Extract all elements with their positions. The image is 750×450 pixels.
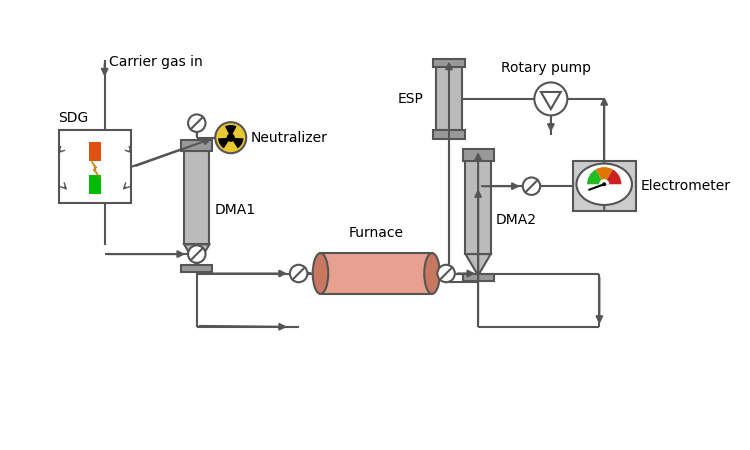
Wedge shape — [232, 138, 244, 148]
Bar — [89, 175, 101, 194]
Bar — [433, 58, 464, 68]
Circle shape — [290, 265, 308, 282]
Text: Furnace: Furnace — [349, 225, 404, 239]
Bar — [89, 142, 101, 161]
Polygon shape — [90, 159, 100, 177]
Text: DMA2: DMA2 — [496, 213, 536, 227]
Text: DMA1: DMA1 — [214, 203, 256, 217]
Circle shape — [523, 177, 540, 195]
Bar — [573, 161, 636, 212]
Bar — [182, 140, 212, 151]
Wedge shape — [596, 167, 613, 184]
Ellipse shape — [313, 253, 328, 294]
Circle shape — [534, 82, 567, 115]
Circle shape — [188, 245, 206, 263]
Bar — [466, 157, 490, 254]
Polygon shape — [541, 92, 561, 109]
Bar — [463, 274, 494, 281]
Circle shape — [437, 265, 454, 282]
Bar — [433, 130, 464, 139]
Ellipse shape — [577, 164, 632, 205]
Text: Neutralizer: Neutralizer — [251, 130, 327, 145]
Ellipse shape — [424, 253, 439, 294]
Bar — [463, 149, 494, 161]
Bar — [58, 130, 131, 203]
Wedge shape — [587, 169, 604, 184]
Polygon shape — [466, 254, 490, 275]
Circle shape — [227, 134, 234, 141]
Text: Electrometer: Electrometer — [640, 179, 730, 193]
Text: Rotary pump: Rotary pump — [501, 61, 591, 75]
Bar — [182, 265, 212, 271]
Polygon shape — [184, 244, 209, 266]
Bar — [320, 253, 432, 294]
Wedge shape — [599, 179, 609, 184]
Bar — [184, 148, 209, 244]
Wedge shape — [225, 125, 236, 135]
Circle shape — [602, 182, 606, 186]
Text: SDG: SDG — [58, 111, 88, 125]
Circle shape — [215, 122, 246, 153]
Bar — [436, 68, 461, 130]
Circle shape — [188, 114, 206, 132]
Wedge shape — [604, 169, 621, 184]
Wedge shape — [218, 138, 229, 148]
Text: ESP: ESP — [398, 92, 424, 106]
Text: Carrier gas in: Carrier gas in — [110, 55, 203, 69]
